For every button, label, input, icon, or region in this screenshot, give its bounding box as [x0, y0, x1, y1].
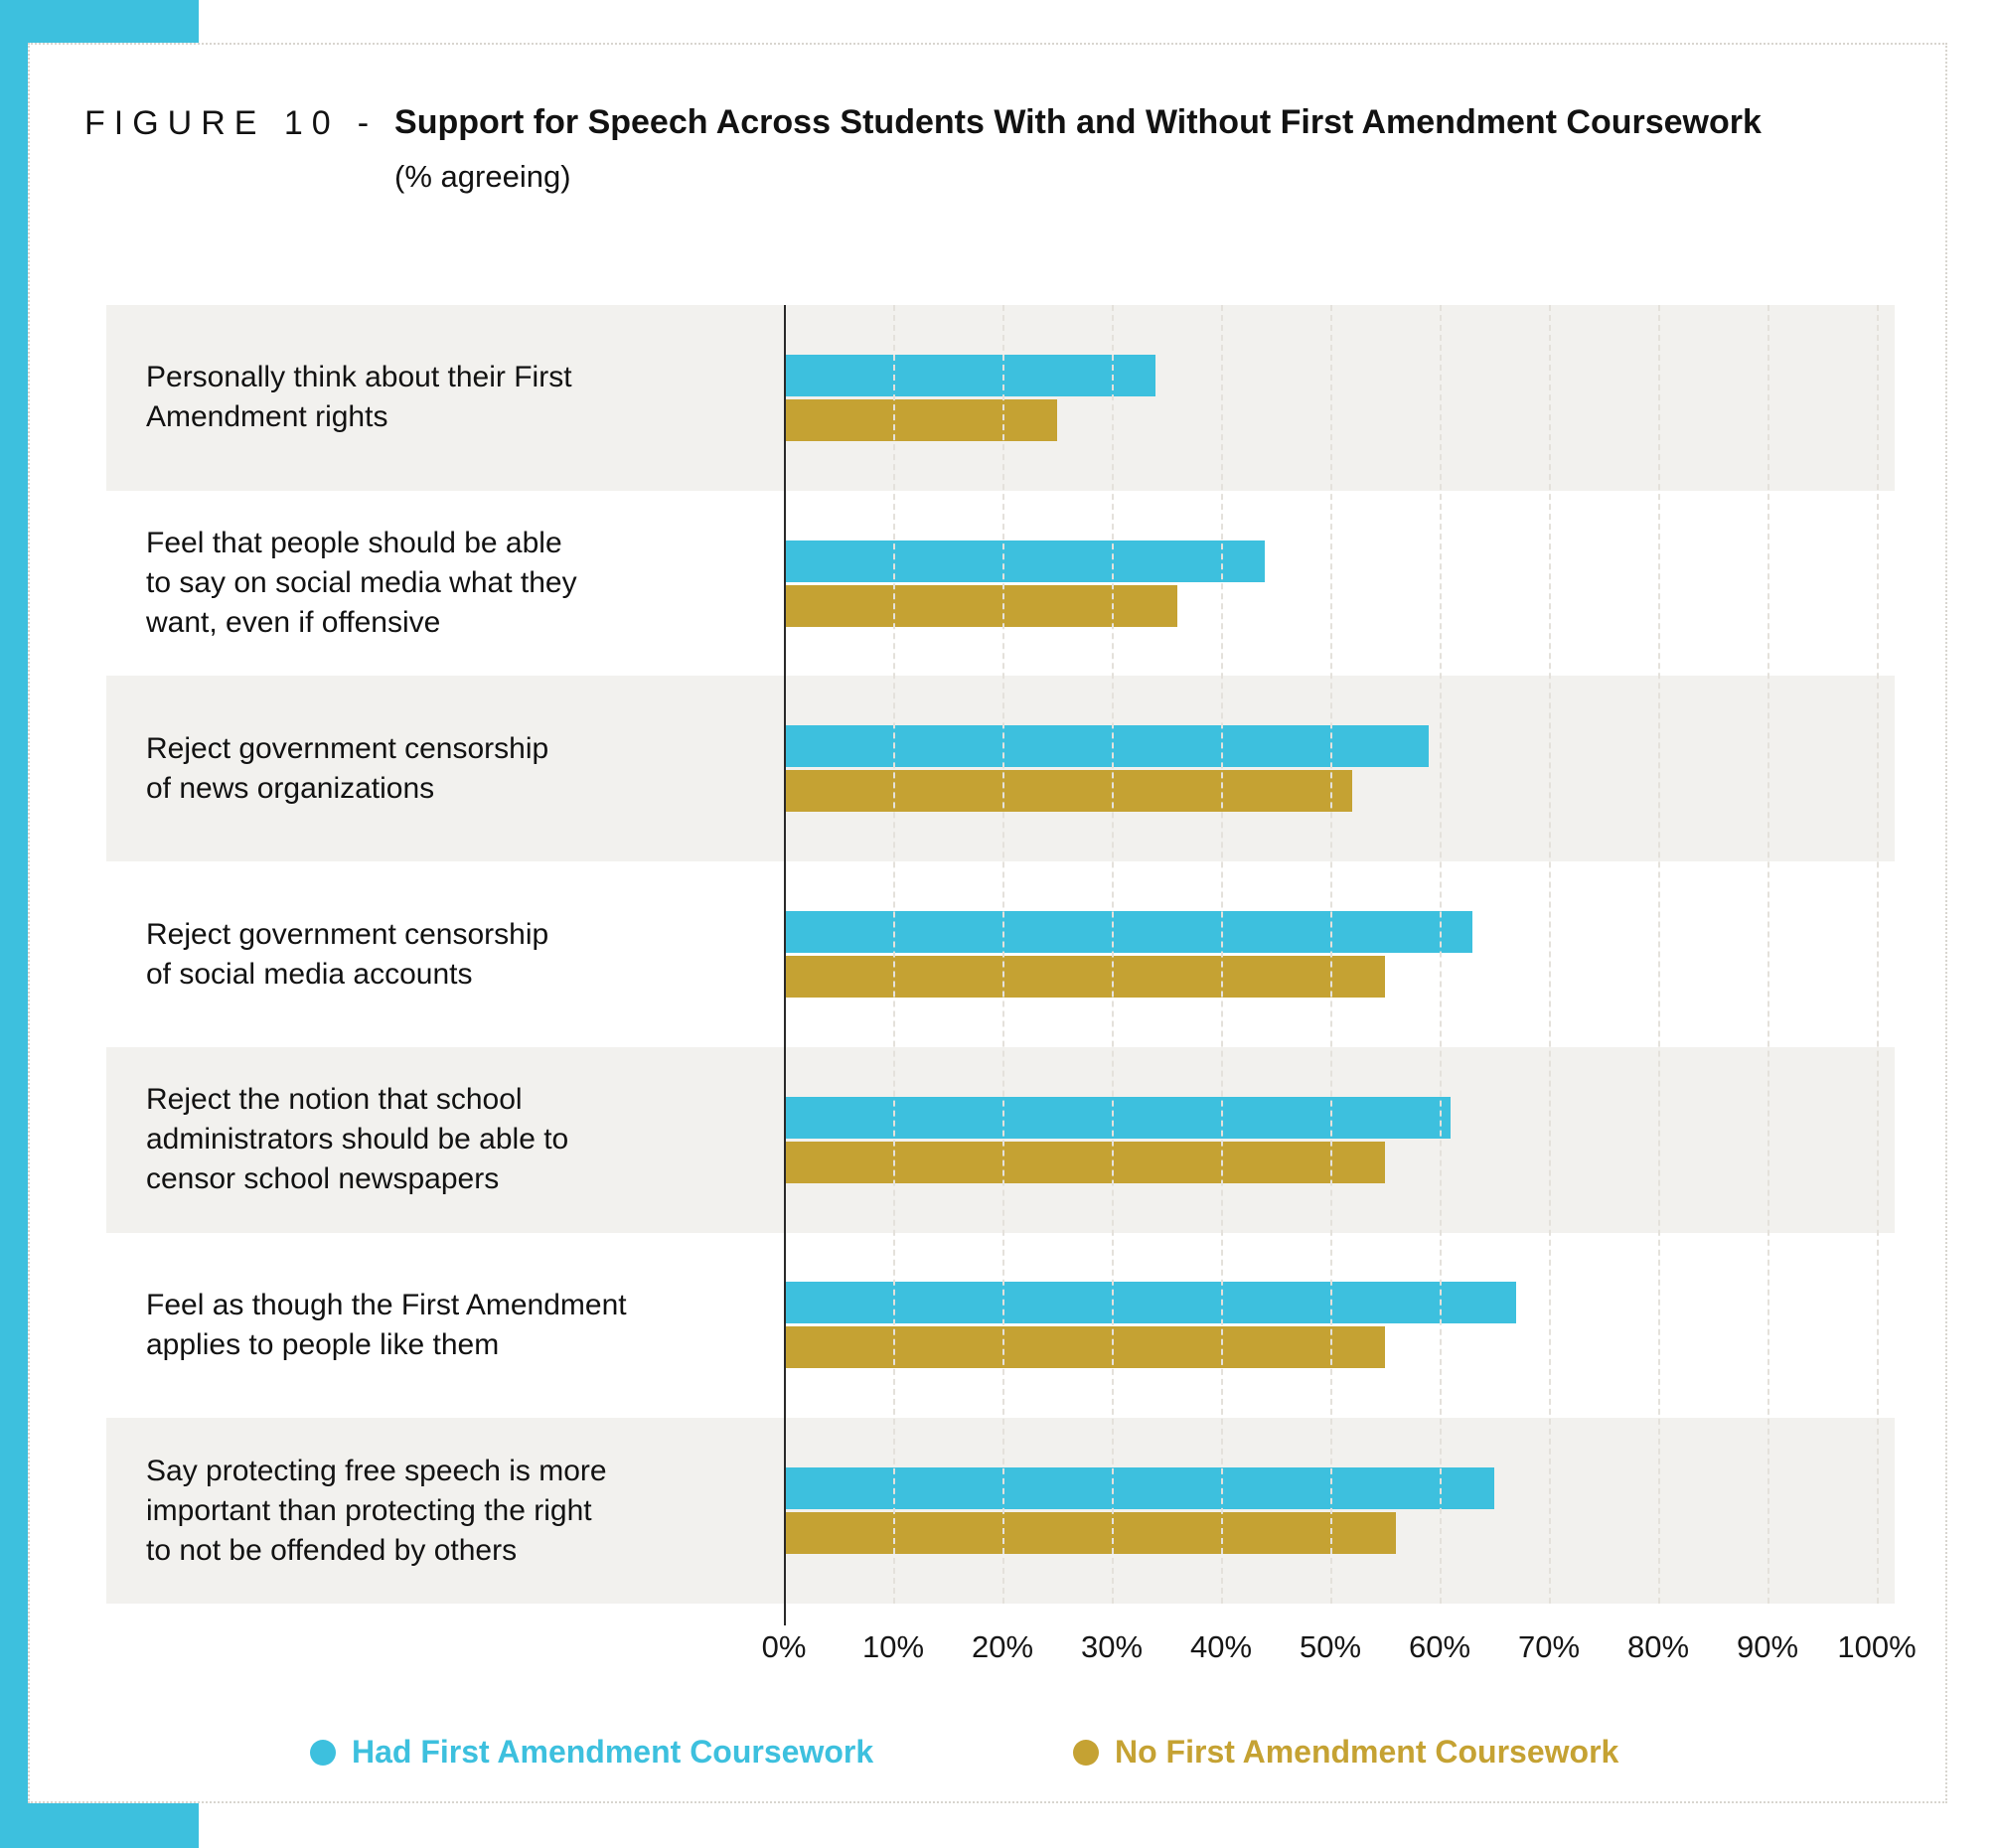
chart-rows: Personally think about their First Amend…: [106, 305, 1895, 1605]
bar-no-coursework: [784, 770, 1352, 813]
chart-row: Reject government censorship of social m…: [106, 861, 1895, 1047]
x-tick-label: 40%: [1189, 1629, 1253, 1664]
bars-zone: [784, 676, 1895, 861]
category-label: Personally think about their First Amend…: [146, 361, 572, 434]
bars-zone: [784, 1418, 1895, 1604]
chart-row: Feel that people should be able to say o…: [106, 491, 1895, 677]
y-axis-line: [784, 305, 786, 1625]
chart-row: Reject government censorship of news org…: [106, 676, 1895, 862]
x-tick-label: 20%: [971, 1629, 1034, 1664]
accent-left-strip: [0, 0, 28, 1848]
legend-dot-gold: [1073, 1739, 1099, 1766]
x-tick-label: 30%: [1080, 1629, 1144, 1664]
gridline: [1002, 305, 1004, 1604]
x-tick-label: 100%: [1837, 1629, 1917, 1664]
category-label: Feel as though the First Amendment appli…: [146, 1289, 627, 1361]
legend-label: No First Amendment Coursework: [1115, 1734, 1619, 1770]
bar-had-coursework: [784, 539, 1265, 582]
gridline: [1112, 305, 1114, 1604]
bar-no-coursework: [784, 956, 1385, 999]
bar-no-coursework: [784, 398, 1057, 441]
chart-row: Personally think about their First Amend…: [106, 305, 1895, 491]
gridline: [893, 305, 895, 1604]
bar-had-coursework: [784, 1467, 1494, 1510]
figure-card: FIGURE 10 - Support for Speech Across St…: [28, 43, 1947, 1803]
x-tick-label: 70%: [1517, 1629, 1581, 1664]
chart-row: Say protecting free speech is more impor…: [106, 1418, 1895, 1605]
figure-header: FIGURE 10 - Support for Speech Across St…: [84, 102, 1762, 195]
gridline: [1767, 305, 1769, 1604]
bar-no-coursework: [784, 584, 1177, 627]
bar-had-coursework: [784, 1096, 1451, 1139]
figure-number: FIGURE 10: [84, 104, 340, 142]
bars-zone: [784, 1233, 1895, 1419]
bar-had-coursework: [784, 725, 1429, 768]
category-label: Say protecting free speech is more impor…: [146, 1454, 607, 1567]
gridline: [1330, 305, 1332, 1604]
x-tick-label: 10%: [861, 1629, 925, 1664]
figure-subtitle: (% agreeing): [394, 158, 571, 194]
bar-had-coursework: [784, 911, 1472, 954]
legend-dot-cyan: [310, 1739, 336, 1766]
bar-no-coursework: [784, 1141, 1385, 1183]
gridline: [1658, 305, 1660, 1604]
x-tick-label: 0%: [761, 1629, 807, 1664]
chart-row: Reject the notion that school administra…: [106, 1046, 1895, 1233]
x-tick-label: 50%: [1299, 1629, 1362, 1664]
bar-chart: Personally think about their First Amend…: [106, 305, 1895, 1625]
figure-separator: -: [357, 104, 370, 142]
bar-no-coursework: [784, 1326, 1385, 1369]
gridline: [1877, 305, 1879, 1604]
figure-title: Support for Speech Across Students With …: [394, 103, 1762, 141]
bars-zone: [784, 491, 1895, 677]
x-tick-label: 60%: [1408, 1629, 1471, 1664]
bars-zone: [784, 861, 1895, 1047]
bar-had-coursework: [784, 1282, 1516, 1324]
bars-zone: [784, 305, 1895, 491]
chart-legend: Had First Amendment Coursework No First …: [30, 1734, 1949, 1793]
x-tick-label: 80%: [1626, 1629, 1690, 1664]
category-label: Reject government censorship of news org…: [146, 731, 549, 805]
legend-item-no-coursework: No First Amendment Coursework: [1073, 1734, 1618, 1771]
gridline: [1549, 305, 1551, 1604]
legend-item-had-coursework: Had First Amendment Coursework: [310, 1734, 873, 1771]
gridline: [1221, 305, 1223, 1604]
x-tick-label: 90%: [1736, 1629, 1799, 1664]
category-label: Feel that people should be able to say o…: [146, 527, 577, 640]
legend-label: Had First Amendment Coursework: [352, 1734, 874, 1770]
accent-corner-top: [0, 0, 199, 43]
category-label: Reject the notion that school administra…: [146, 1083, 569, 1196]
x-axis-ticks: 0% 10% 20% 30% 40% 50% 60% 70% 80% 90% 100%: [106, 1629, 1917, 1669]
chart-row: Feel as though the First Amendment appli…: [106, 1233, 1895, 1419]
accent-corner-bottom: [0, 1803, 199, 1848]
category-label: Reject government censorship of social m…: [146, 917, 549, 991]
bars-zone: [784, 1047, 1895, 1233]
gridline: [1440, 305, 1442, 1604]
bar-had-coursework: [784, 354, 1155, 396]
figure-title-block: Support for Speech Across Students With …: [394, 102, 1762, 195]
bar-no-coursework: [784, 1512, 1396, 1555]
